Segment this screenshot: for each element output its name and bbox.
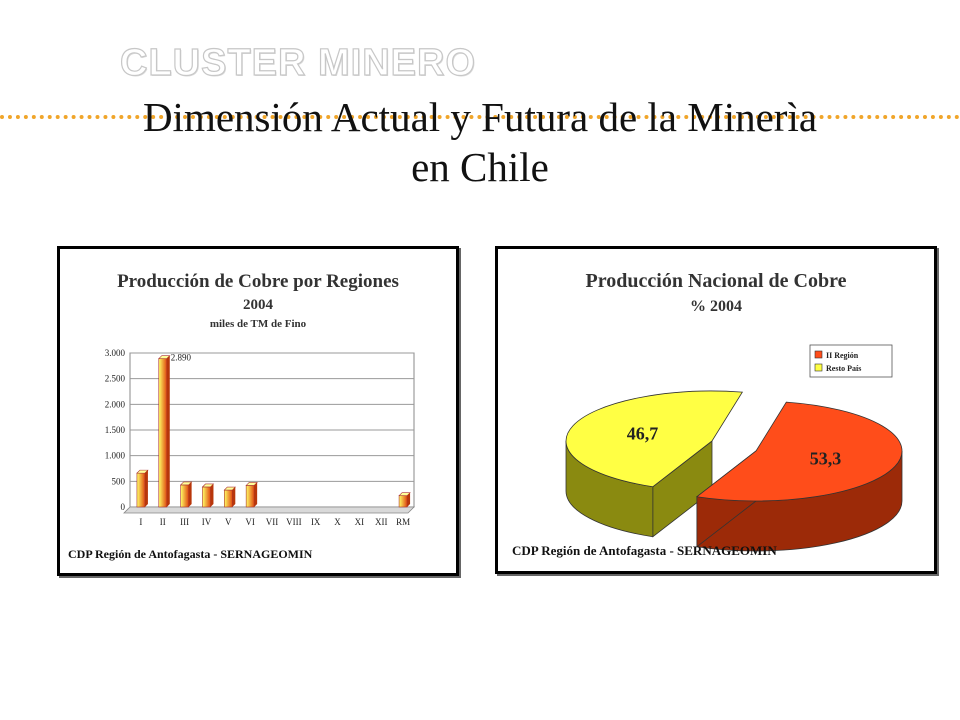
bar-side xyxy=(210,483,214,507)
pie-slice-ii-region: 53,3 xyxy=(695,401,903,552)
bar-top xyxy=(201,483,215,488)
brand-watermark: CLUSTER MINERO xyxy=(119,41,476,84)
bar-front xyxy=(224,489,233,508)
bar-side xyxy=(188,481,192,507)
legend-swatch xyxy=(814,363,823,372)
pie-chart-panel: Producción Nacional de Cobre % 2004 II R… xyxy=(495,246,937,574)
pie-value-label: 46,7 xyxy=(627,423,659,443)
bar-chart-subtitle: 2004 xyxy=(243,297,274,313)
bar-I xyxy=(136,469,149,508)
x-tick-label: V xyxy=(225,517,232,527)
pie-chart-title: Producción Nacional de Cobre xyxy=(586,270,847,292)
pie-slice-resto-pais: 46,7 xyxy=(565,390,744,538)
y-tick-label: 2.000 xyxy=(105,399,126,409)
bar-II xyxy=(158,355,171,508)
bar-chart: Producción de Cobre por Regiones 2004 mi… xyxy=(68,271,415,561)
y-tick-label: 3.000 xyxy=(105,348,126,358)
bar-front xyxy=(158,358,168,508)
pie-plot-area: 46,7 53,3 xyxy=(565,390,903,552)
bar-front xyxy=(136,472,146,508)
legend-swatch xyxy=(814,350,823,359)
x-tick-label: II xyxy=(160,517,166,527)
x-tick-label: III xyxy=(180,517,189,527)
pie-slice-top xyxy=(565,390,744,488)
x-tick-label: XII xyxy=(375,517,388,527)
bar-side xyxy=(232,487,236,507)
pie-slice-top xyxy=(695,401,903,502)
bar-side xyxy=(166,355,170,507)
bar-front xyxy=(180,484,189,508)
y-tick-label: 500 xyxy=(112,476,126,486)
bar-RM xyxy=(398,492,411,508)
bar-side xyxy=(144,470,148,507)
pie-value-label: 53,3 xyxy=(810,449,842,469)
bar-front xyxy=(398,495,408,508)
bar-V xyxy=(223,486,237,508)
bar-chart-title: Producción de Cobre por Regiones xyxy=(117,271,399,292)
y-tick-label: 0 xyxy=(121,502,126,512)
bar-front xyxy=(245,485,255,508)
x-tick-label: IX xyxy=(311,517,321,527)
x-tick-label: RM xyxy=(396,517,410,527)
pie-legend: II Región Resto País xyxy=(809,344,893,378)
x-tick-label: IV xyxy=(202,517,212,527)
x-tick-label: X xyxy=(334,517,341,527)
x-tick-label: VII xyxy=(266,517,279,527)
x-tick-label: VIII xyxy=(286,517,302,527)
legend-box xyxy=(809,344,893,378)
bar-VI xyxy=(245,482,258,508)
legend-label: II Región xyxy=(826,351,859,360)
bar-front xyxy=(202,486,211,508)
dotted-divider xyxy=(0,115,960,119)
x-tick-label: XI xyxy=(355,517,365,527)
bar-IV xyxy=(201,483,215,508)
bar-chart-unit: miles de TM de Fino xyxy=(210,318,307,330)
slide-title: Dimensión Actual y Futura de la Minerìa … xyxy=(40,92,920,192)
slide-title-line-2: en Chile xyxy=(411,144,549,190)
pie-chart: Producción Nacional de Cobre % 2004 II R… xyxy=(512,270,903,558)
bar-chart-source: CDP Región de Antofagasta - SERNAGEOMIN xyxy=(68,547,313,561)
bar-data-label: 2.890 xyxy=(171,353,192,363)
x-tick-label: VI xyxy=(245,517,255,527)
pie-chart-source: CDP Región de Antofagasta - SERNAGEOMIN xyxy=(512,543,777,558)
y-tick-label: 1.000 xyxy=(105,451,126,461)
bar-side xyxy=(254,482,258,507)
y-tick-label: 2.500 xyxy=(105,374,126,384)
legend-label: Resto País xyxy=(826,364,861,373)
pie-chart-subtitle: % 2004 xyxy=(690,298,742,315)
slide-title-line-1: Dimensión Actual y Futura de la Minerìa xyxy=(142,94,818,140)
x-tick-label: I xyxy=(139,517,142,527)
y-tick-label: 1.500 xyxy=(105,425,126,435)
bar-plot-floor xyxy=(123,506,415,514)
bar-side xyxy=(407,492,411,507)
bar-chart-panel: Producción de Cobre por Regiones 2004 mi… xyxy=(57,246,459,576)
bar-top xyxy=(158,355,171,359)
bar-III xyxy=(179,481,193,508)
